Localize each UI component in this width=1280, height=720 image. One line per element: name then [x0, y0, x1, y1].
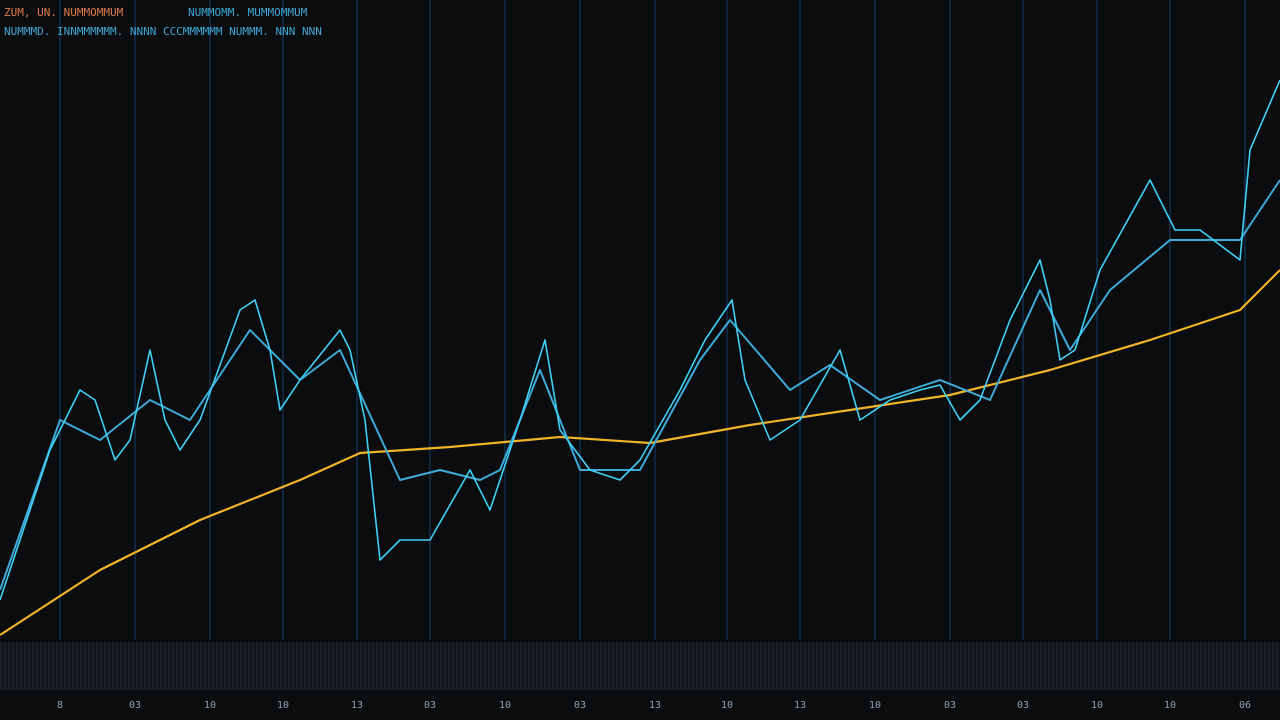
x-tick-label: 13	[351, 700, 363, 711]
x-tick-label: 06	[1239, 700, 1251, 711]
x-tick-label: 10	[499, 700, 511, 711]
x-tick-label: 03	[944, 700, 956, 711]
series-line	[0, 179, 1280, 591]
x-tick-label: 03	[574, 700, 586, 711]
x-tick-label: 03	[129, 700, 141, 711]
x-tick-label: 10	[204, 700, 216, 711]
x-tick-label: 8	[57, 700, 63, 711]
x-tick-label: 10	[277, 700, 289, 711]
x-tick-label: 03	[424, 700, 436, 711]
x-tick-label: 10	[1164, 700, 1176, 711]
x-tick-label: 10	[721, 700, 733, 711]
x-tick-label: 10	[1091, 700, 1103, 711]
header-subtitle: NUMMMD. INNMMMMMM. NNNN CCCMMMMMM NUMMM.…	[4, 25, 322, 38]
x-tick-label: 03	[1017, 700, 1029, 711]
header-title: ZUM, UN. NUMMOMMUM	[4, 6, 124, 19]
x-tick-label: 10	[869, 700, 881, 711]
header-title-right: NUMMOMM. MUMMOMMUM	[188, 6, 308, 19]
series-line	[0, 79, 1280, 601]
volume-band	[0, 642, 1280, 690]
x-tick-label: 13	[649, 700, 661, 711]
x-tick-label: 13	[794, 700, 806, 711]
